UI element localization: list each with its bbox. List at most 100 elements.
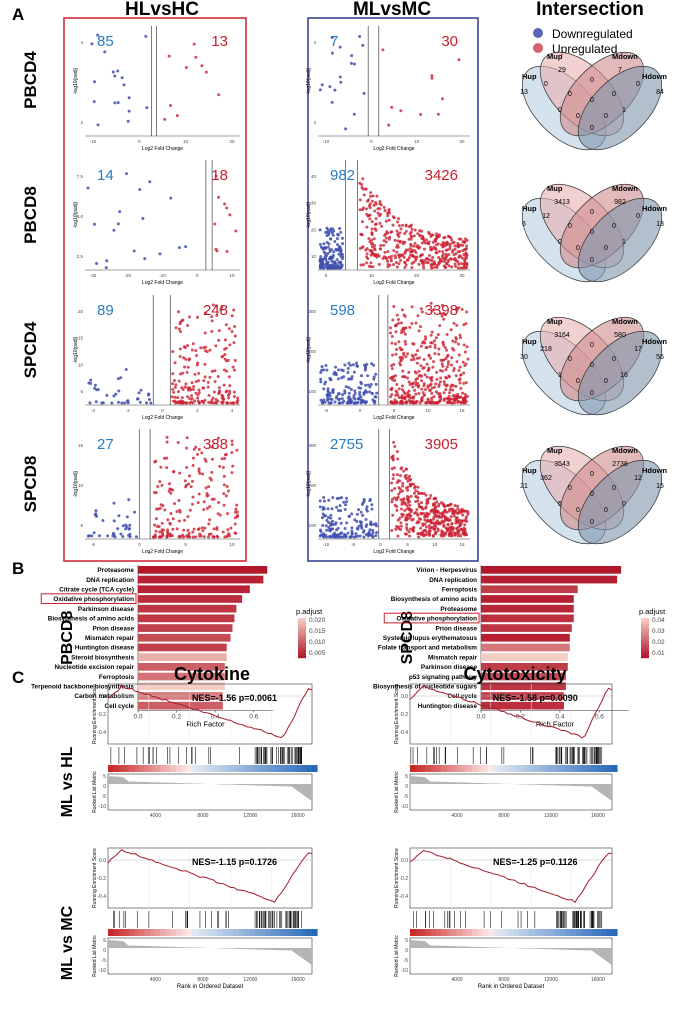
volcano-point-up [462,526,466,530]
volcano-point-up [414,371,418,375]
volcano-point-up [234,229,238,233]
gsea-rank-band-segment [498,929,504,936]
volcano-point-down [136,397,140,401]
colorbar-step [641,646,649,649]
gsea-rank-band-segment [181,929,187,936]
venn-count-c4: 1 [622,107,626,114]
volcano-point-up [374,201,378,205]
volcano-point-down [359,524,363,528]
volcano-point-down [121,535,125,539]
volcano-point-up [417,502,421,506]
volcano-point-down [321,266,325,270]
volcano-point-up [429,356,433,360]
volcano-point-up [433,343,437,347]
volcano-point-up [195,354,199,358]
volcano-point-up [446,353,450,357]
volcano-point-up [167,54,171,58]
volcano-point-up [453,533,457,537]
gsea-rank-band-segment [544,929,551,936]
volcano-point-down [328,248,332,252]
volcano-point-up [220,396,224,400]
volcano-point-down [366,374,370,378]
volcano-point-up [398,356,402,360]
volcano-point-down [340,257,344,261]
venn-count-c2: 5 [558,501,562,508]
volcano-point-up [395,473,399,477]
gsea-rank-band-segment [570,765,577,772]
gsea-xtick: 4000 [451,813,462,819]
volcano-point-up [223,453,227,457]
volcano-point-up [235,401,239,405]
volcano-point-up [222,483,226,487]
volcano-point-up [416,485,420,489]
volcano-point-up [228,384,232,388]
volcano-point-up [434,497,438,501]
volcano-point-up [415,508,419,512]
volcano-point-up [369,261,373,265]
volcano-point-up [230,314,234,318]
volcano-point-down [375,531,379,535]
volcano-point-up [187,531,191,535]
venn-label-hdown: Hdown [642,466,667,475]
volcano-point-up [208,518,212,522]
volcano-point-up [446,234,450,238]
volcano-down-count: 27 [97,436,114,453]
volcano-point-down [370,503,374,507]
volcano-point-up [210,330,214,334]
volcano-point-down [367,532,371,536]
volcano-point-up [396,457,400,461]
enrichment-bar [138,604,237,613]
volcano-point-up [159,465,163,469]
volcano-point-up [452,514,456,518]
volcano-point-down [327,242,331,246]
volcano-point-up [171,349,175,353]
gsea-rank-band-segment [529,929,535,936]
volcano-point-down [96,388,100,392]
venn-count-hup-mup: 218 [540,346,552,353]
volcano-point-up [449,236,453,240]
volcano-point-down [92,100,96,104]
gsea-metric-tick: 0 [405,784,408,790]
volcano-point-down [341,242,345,246]
volcano-point-up [426,369,430,373]
volcano-point-down [365,523,369,527]
volcano-point-up [410,266,414,270]
volcano-point-up [391,318,395,322]
gsea-rank-band-segment [264,929,271,936]
venn-set-hdown [577,197,663,283]
volcano-point-up [170,395,174,399]
volcano-point-up [405,258,409,262]
volcano-point-up [450,265,454,269]
gsea-xtick: 16000 [591,977,605,983]
volcano-point-up [185,436,189,440]
volcano-point-down [334,248,338,252]
volcano-point-up [169,104,173,108]
volcano-point-down [350,529,354,533]
volcano-point-up [419,253,423,257]
volcano-point-up [190,348,194,352]
volcano-point-up [370,227,374,231]
volcano-point-up [231,401,235,405]
volcano-point-up [422,340,426,344]
volcano-point-up [396,518,400,522]
venn-count-mup: 29 [558,67,566,74]
volcano-point-up [410,254,414,258]
volcano-point-down [352,112,356,116]
gsea-rank-band-segment [118,929,125,936]
gsea-metric-tick: 5 [405,938,408,944]
gsea-rank-band-segment [113,929,119,936]
volcano-xlabel: Log2 Fold Change [142,549,183,555]
enrichment-bar [138,701,223,710]
volcano-point-up [457,378,461,382]
volcano-point-up [390,105,394,109]
volcano-point-up [413,241,417,245]
volcano-point-up [461,360,465,364]
colorbar-step [298,624,306,627]
volcano-point-down [118,210,122,214]
volcano-point-up [441,340,445,344]
volcano-point-up [214,398,218,402]
volcano-plots: -log10(padj)Log2 Fold Change-10 0 10 204285… [73,26,470,555]
gsea-rank-band-segment [523,929,530,936]
volcano-point-up [415,361,419,365]
